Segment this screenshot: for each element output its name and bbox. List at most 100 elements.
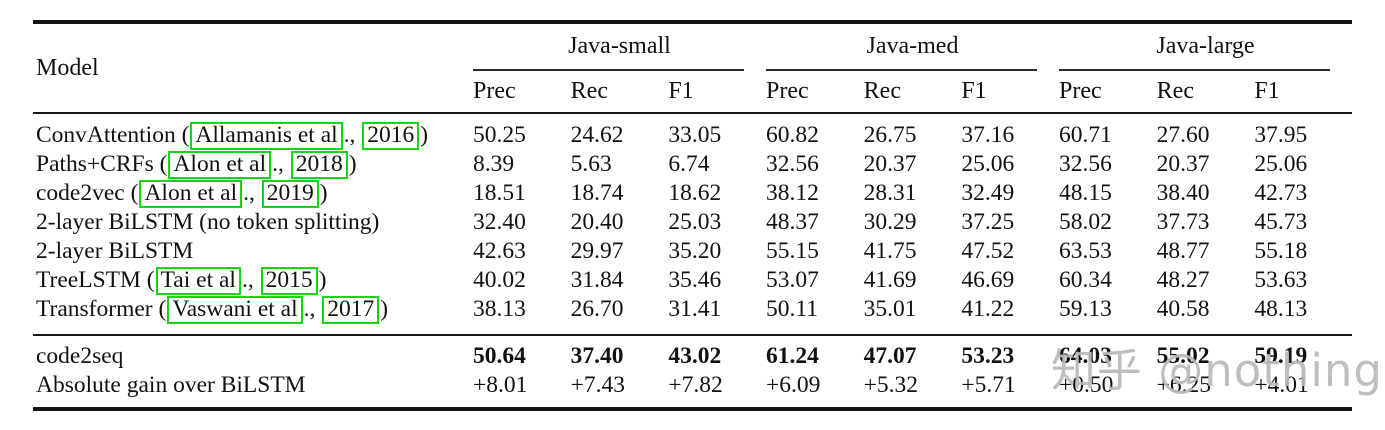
- value-cell: +8.01: [473, 371, 528, 398]
- value-cell: 35.20: [668, 238, 722, 264]
- value-cell: 32.49: [961, 180, 1015, 206]
- table-row: Absolute gain over BiLSTM +8.01 +7.43 +7.82…: [33, 371, 1352, 400]
- value-cell: 60.82: [765, 122, 819, 148]
- value-cell: 37.73: [1156, 209, 1210, 235]
- annotation-box: 2017: [322, 296, 380, 324]
- model-text: .,: [241, 267, 260, 293]
- value-cell: +7.82: [668, 371, 723, 398]
- model-cell: TreeLSTM (Tai et al., 2015): [33, 266, 473, 295]
- value-cell: 32.56: [1058, 151, 1112, 177]
- annotation-box: 2018: [290, 151, 348, 179]
- model-column-header: Model: [36, 54, 99, 81]
- value-cell: 42.73: [1254, 180, 1308, 206]
- value-cell: 40.58: [1156, 296, 1210, 322]
- annotation-box: Alon et al: [168, 151, 272, 179]
- value-cell: 20.37: [863, 151, 917, 177]
- group-header-java-large: Java-large: [1156, 33, 1255, 59]
- table-summary: code2seq 50.64 37.40 43.02 61.24 47.07 53.23 64…: [33, 336, 1352, 407]
- col-header-rec: Rec: [1156, 78, 1194, 104]
- value-cell: 53.23: [961, 343, 1015, 369]
- model-cell: 2-layer BiLSTM (no token splitting): [33, 208, 473, 237]
- value-cell: 55.02: [1156, 343, 1210, 369]
- value-cell: 48.13: [1254, 296, 1308, 322]
- value-cell: 25.06: [961, 151, 1015, 177]
- model-text: Paths+CRFs (: [36, 151, 168, 177]
- value-cell: 64.03: [1058, 343, 1112, 369]
- value-cell: 61.24: [765, 343, 819, 369]
- col-header-f1: F1: [961, 78, 987, 104]
- group-header-java-small: Java-small: [568, 33, 671, 59]
- group-header-java-med: Java-med: [866, 33, 959, 59]
- table-bottom-rule: [33, 407, 1352, 411]
- value-cell: 46.69: [961, 267, 1015, 293]
- summary-separator-rule: [33, 334, 1352, 336]
- value-cell: +4.01: [1254, 371, 1309, 398]
- value-cell: 38.13: [473, 296, 526, 322]
- table-header: Model Java-small Java-med Java-large Pre…: [33, 24, 1352, 112]
- model-text: .,: [343, 122, 362, 148]
- table-row: code2vec (Alon et al., 2019) 18.51 18.74 18…: [33, 179, 1352, 208]
- value-cell: 35.01: [863, 296, 917, 322]
- value-cell: +7.43: [570, 371, 626, 398]
- value-cell: 20.37: [1156, 151, 1210, 177]
- value-cell: 37.40: [570, 343, 624, 369]
- group-underline-java-small: [473, 69, 744, 71]
- value-cell: 26.75: [863, 122, 917, 148]
- value-cell: 60.34: [1058, 267, 1112, 293]
- value-cell: 47.07: [863, 343, 917, 369]
- model-cell: code2seq: [33, 342, 473, 371]
- value-cell: 55.15: [765, 238, 819, 264]
- value-cell: 8.39: [473, 151, 515, 177]
- table-row: 2-layer BiLSTM 42.63 29.97 35.20 55.15 41.75 4…: [33, 237, 1352, 266]
- value-cell: 25.03: [668, 209, 722, 235]
- value-cell: 20.40: [570, 209, 624, 235]
- table-row: TreeLSTM (Tai et al., 2015) 40.02 31.84 35.…: [33, 266, 1352, 295]
- model-text: .,: [303, 296, 322, 322]
- value-cell: 32.40: [473, 209, 526, 235]
- table-row: code2seq 50.64 37.40 43.02 61.24 47.07 53.23 64…: [33, 342, 1352, 371]
- col-header-prec: Prec: [473, 78, 516, 104]
- value-cell: +5.71: [961, 371, 1016, 398]
- annotation-box: Tai et al: [155, 267, 241, 295]
- model-cell: code2vec (Alon et al., 2019): [33, 179, 473, 208]
- value-cell: 35.46: [668, 267, 722, 293]
- value-cell: 50.25: [473, 122, 526, 148]
- value-cell: 38.40: [1156, 180, 1210, 206]
- value-cell: 41.75: [863, 238, 917, 264]
- value-cell: +6.09: [765, 371, 821, 398]
- value-cell: 48.15: [1058, 180, 1112, 206]
- value-cell: 29.97: [570, 238, 624, 264]
- model-text: ): [348, 151, 357, 177]
- value-cell: 38.12: [765, 180, 819, 206]
- model-text: ): [318, 267, 327, 293]
- col-header-prec: Prec: [1058, 78, 1102, 104]
- col-header-f1: F1: [1254, 78, 1280, 104]
- table-body: ConvAttention (Allamanis et al., 2016) 50…: [33, 114, 1352, 334]
- value-cell: 63.53: [1058, 238, 1112, 264]
- col-header-rec: Rec: [570, 78, 608, 104]
- value-cell: 58.02: [1058, 209, 1112, 235]
- results-table: Model Java-small Java-med Java-large Pre…: [33, 20, 1352, 411]
- value-cell: 50.64: [473, 343, 526, 369]
- value-cell: 45.73: [1254, 209, 1308, 235]
- model-cell: Absolute gain over BiLSTM: [33, 371, 473, 400]
- annotation-box: 2019: [261, 180, 319, 208]
- value-cell: 37.25: [961, 209, 1015, 235]
- value-cell: 55.18: [1254, 238, 1308, 264]
- value-cell: 24.62: [570, 122, 624, 148]
- model-text: ): [420, 122, 429, 148]
- model-cell: 2-layer BiLSTM: [33, 237, 473, 266]
- group-underline-java-med: [765, 69, 1037, 71]
- value-cell: +6.25: [1156, 371, 1212, 398]
- value-cell: 53.63: [1254, 267, 1308, 293]
- value-cell: 47.52: [961, 238, 1015, 264]
- annotation-box: 2016: [362, 122, 420, 150]
- annotation-box: 2015: [260, 267, 318, 295]
- value-cell: 6.74: [668, 151, 710, 177]
- table-row: ConvAttention (Allamanis et al., 2016) 50…: [33, 121, 1352, 150]
- value-cell: +5.32: [863, 371, 919, 398]
- value-cell: +0.50: [1058, 371, 1114, 398]
- model-text: 2-layer BiLSTM: [36, 238, 194, 264]
- model-text: TreeLSTM (: [36, 267, 155, 293]
